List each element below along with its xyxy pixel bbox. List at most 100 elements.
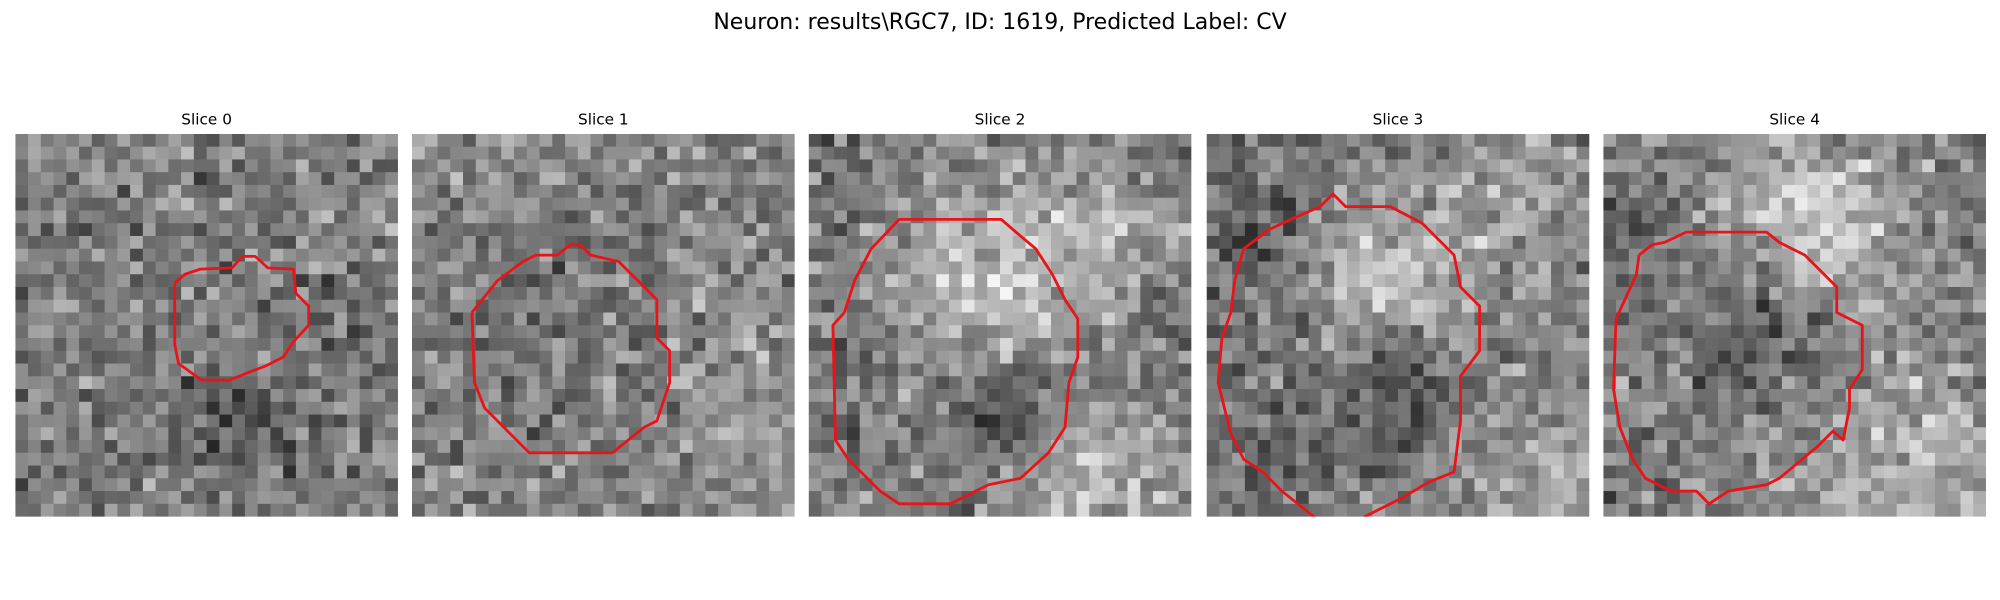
pixel xyxy=(1178,325,1192,339)
pixel xyxy=(463,184,477,199)
slice-panel: Slice 3 xyxy=(1206,110,1590,517)
pixel xyxy=(1960,146,1974,160)
pixel xyxy=(270,389,284,403)
pixel xyxy=(437,325,451,339)
pixel xyxy=(1616,197,1630,211)
pixel xyxy=(15,338,29,352)
pixel xyxy=(1127,286,1141,301)
pixel xyxy=(1781,286,1796,301)
pixel xyxy=(53,503,67,517)
pixel xyxy=(232,427,246,441)
pixel xyxy=(283,184,297,199)
pixel xyxy=(1244,363,1259,377)
pixel xyxy=(1616,338,1630,352)
pixel xyxy=(730,146,745,160)
pixel xyxy=(692,312,706,326)
pixel xyxy=(1346,312,1361,326)
pixel xyxy=(743,223,757,237)
pixel xyxy=(1423,376,1437,390)
pixel xyxy=(1012,159,1027,173)
pixel xyxy=(1359,261,1373,275)
pixel xyxy=(1743,363,1757,377)
pixel xyxy=(206,286,220,301)
pixel xyxy=(1807,261,1821,275)
pixel xyxy=(961,427,975,441)
pixel xyxy=(334,491,348,505)
pixel xyxy=(1512,389,1527,403)
pixel xyxy=(104,401,118,416)
pixel xyxy=(923,376,937,390)
pixel xyxy=(1436,197,1450,211)
pixel xyxy=(1206,210,1220,224)
pixel xyxy=(616,235,630,250)
pixel xyxy=(321,363,335,377)
pixel xyxy=(142,133,157,148)
pixel xyxy=(1178,286,1192,301)
pixel xyxy=(1679,312,1694,326)
pixel xyxy=(679,376,694,390)
pixel xyxy=(730,427,745,441)
pixel xyxy=(1603,197,1617,211)
pixel xyxy=(1474,223,1488,237)
pixel xyxy=(603,235,617,250)
pixel xyxy=(1730,274,1745,288)
pixel xyxy=(730,491,745,505)
pixel xyxy=(743,389,757,403)
pixel xyxy=(821,414,835,428)
pixel xyxy=(1038,312,1052,326)
pixel xyxy=(1947,274,1961,288)
pixel xyxy=(1654,172,1668,186)
pixel xyxy=(1845,389,1859,403)
pixel xyxy=(1718,146,1732,160)
pixel xyxy=(616,338,630,352)
pixel xyxy=(1718,503,1732,517)
pixel xyxy=(1487,350,1501,365)
pixel xyxy=(1244,133,1259,148)
pixel xyxy=(1114,325,1129,339)
pixel xyxy=(1140,401,1154,416)
pixel xyxy=(718,223,732,237)
pixel xyxy=(577,465,592,479)
pixel xyxy=(1089,325,1103,339)
pixel xyxy=(1718,440,1732,454)
pixel xyxy=(961,389,975,403)
pixel xyxy=(232,350,246,365)
pixel xyxy=(1551,146,1565,160)
pixel xyxy=(1909,363,1923,377)
pixel xyxy=(1397,261,1412,275)
pixel xyxy=(270,452,284,467)
pixel xyxy=(475,133,490,148)
pixel xyxy=(219,299,233,314)
pixel xyxy=(1820,452,1834,467)
pixel xyxy=(834,159,848,173)
pixel xyxy=(1934,312,1949,326)
pixel xyxy=(193,350,208,365)
pixel xyxy=(1308,312,1322,326)
pixel xyxy=(590,452,604,467)
pixel xyxy=(1487,235,1501,250)
pixel xyxy=(437,184,451,199)
pixel xyxy=(1372,286,1386,301)
pixel xyxy=(1794,133,1808,148)
pixel xyxy=(936,389,950,403)
pixel xyxy=(219,248,233,262)
pixel xyxy=(1551,503,1565,517)
pixel xyxy=(66,274,80,288)
pixel xyxy=(1576,184,1590,199)
pixel xyxy=(1051,414,1065,428)
pixel xyxy=(1127,210,1141,224)
pixel xyxy=(514,197,528,211)
pixel xyxy=(1321,325,1335,339)
pixel xyxy=(718,299,732,314)
pixel xyxy=(1794,350,1808,365)
pixel xyxy=(987,235,1001,250)
pixel xyxy=(346,133,361,148)
pixel xyxy=(1679,184,1694,199)
pixel xyxy=(193,503,208,517)
pixel xyxy=(1206,389,1220,403)
pixel xyxy=(1654,197,1668,211)
pixel xyxy=(948,261,963,275)
pixel xyxy=(1781,401,1796,416)
pixel xyxy=(385,478,398,492)
pixel xyxy=(359,210,373,224)
